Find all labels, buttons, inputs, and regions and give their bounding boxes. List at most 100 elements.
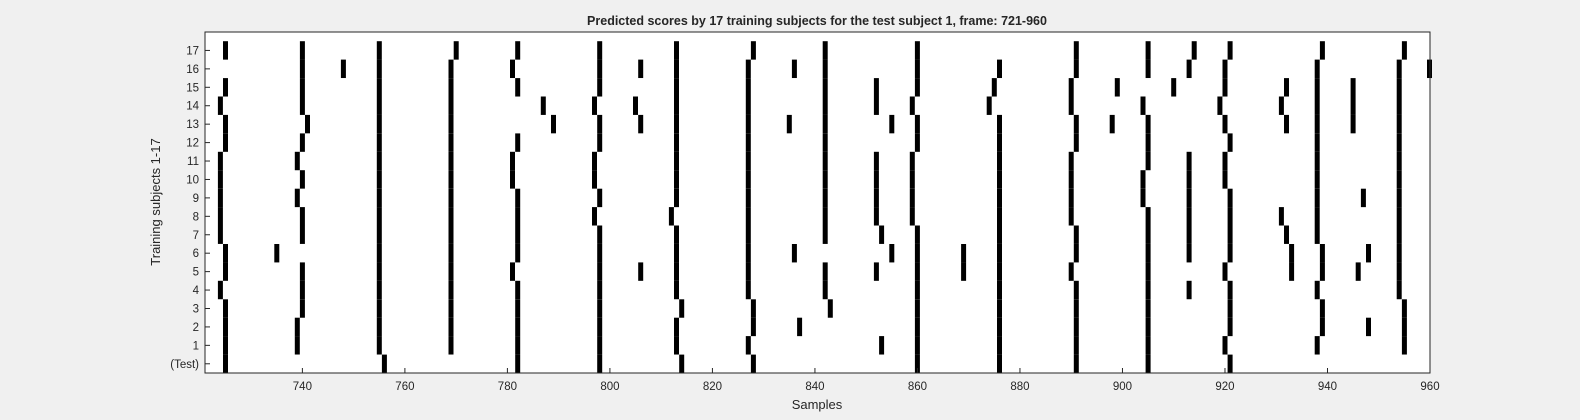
spike-mark — [997, 225, 1002, 244]
spike-mark — [1227, 354, 1233, 374]
spike-mark — [879, 225, 885, 244]
spike-mark — [510, 170, 515, 189]
spike-mark — [997, 299, 1002, 318]
spike-mark — [1227, 207, 1233, 226]
spike-mark — [376, 78, 382, 97]
spike-mark — [1145, 59, 1151, 79]
spike-mark — [510, 59, 515, 79]
spike-mark — [1396, 59, 1402, 79]
spike-mark — [299, 170, 305, 189]
spike-mark — [997, 280, 1002, 300]
spike-mark — [1186, 280, 1192, 300]
spike-mark — [1114, 78, 1120, 97]
spike-mark — [597, 280, 603, 300]
spike-mark — [1227, 244, 1233, 263]
spike-mark — [745, 170, 751, 189]
spike-mark — [376, 170, 382, 189]
spike-mark — [745, 280, 751, 300]
spike-mark — [986, 96, 992, 115]
spike-mark — [597, 41, 603, 60]
spike-mark — [510, 151, 515, 171]
spike-mark — [674, 78, 679, 97]
spike-mark — [822, 207, 828, 226]
spike-mark — [1396, 207, 1402, 226]
spike-mark — [1314, 78, 1320, 97]
spike-mark — [1145, 41, 1151, 60]
spike-mark — [1314, 96, 1320, 115]
x-tick-label: 900 — [1113, 381, 1132, 393]
spike-mark — [592, 170, 597, 189]
spike-mark — [997, 59, 1002, 79]
spike-mark — [745, 207, 751, 226]
y-axis-label: Training subjects 1-17 — [148, 138, 163, 265]
spike-mark — [515, 299, 521, 318]
spike-mark — [1186, 170, 1192, 189]
spike-mark — [597, 59, 603, 79]
spike-mark — [376, 59, 382, 79]
spike-mark — [822, 41, 828, 60]
y-tick-label: 9 — [193, 193, 199, 205]
spike-mark — [376, 299, 382, 318]
spike-mark — [1227, 41, 1233, 60]
y-tick-label: 11 — [187, 156, 199, 168]
spike-mark — [1314, 207, 1320, 226]
spike-mark — [376, 336, 382, 355]
spike-mark — [592, 207, 597, 226]
spike-mark — [1227, 188, 1233, 208]
spike-mark — [448, 151, 454, 171]
spike-mark — [1319, 262, 1325, 281]
spike-mark — [1186, 244, 1192, 263]
spike-mark — [1068, 262, 1074, 281]
spike-mark — [448, 188, 454, 208]
spike-mark — [1073, 280, 1079, 300]
spike-mark — [223, 133, 228, 152]
spike-mark — [1073, 354, 1079, 374]
spike-mark — [376, 96, 382, 115]
spike-mark — [822, 170, 828, 189]
spike-mark — [914, 244, 920, 263]
spike-mark — [873, 151, 879, 171]
spike-mark — [1396, 133, 1402, 152]
spike-mark — [1068, 96, 1074, 115]
spike-mark — [597, 244, 603, 263]
spike-mark — [745, 96, 751, 115]
spike-mark — [1068, 151, 1074, 171]
spike-mark — [791, 59, 797, 79]
spike-mark — [1186, 225, 1192, 244]
spike-mark — [1145, 317, 1151, 337]
spike-mark — [679, 354, 685, 374]
spike-mark — [294, 336, 300, 355]
spike-mark — [1222, 151, 1228, 171]
spike-mark — [674, 280, 679, 300]
x-tick-label: 740 — [293, 381, 312, 393]
spike-mark — [299, 262, 305, 281]
axes-box — [204, 31, 1431, 374]
y-tick-label: 2 — [193, 322, 199, 334]
y-tick-label: 4 — [193, 285, 200, 297]
spike-mark — [448, 299, 454, 318]
spike-mark — [515, 78, 521, 97]
spike-mark — [1140, 96, 1146, 115]
spike-mark — [914, 59, 920, 79]
spike-mark — [873, 188, 879, 208]
spike-mark — [889, 114, 895, 134]
spike-mark — [909, 96, 915, 115]
spike-mark — [223, 114, 228, 134]
spike-mark — [515, 244, 521, 263]
spike-mark — [1186, 207, 1192, 226]
spike-mark — [1396, 151, 1402, 171]
spike-mark — [515, 354, 521, 374]
spike-mark — [750, 41, 756, 60]
spike-mark — [1227, 317, 1233, 337]
spike-mark — [515, 225, 521, 244]
spike-mark — [515, 280, 521, 300]
spike-mark — [1227, 225, 1233, 244]
spike-mark — [1350, 114, 1356, 134]
spike-mark — [1109, 114, 1115, 134]
spike-mark — [1396, 170, 1402, 189]
spike-mark — [515, 188, 521, 208]
spike-mark — [305, 114, 310, 134]
spike-mark — [1314, 151, 1320, 171]
spike-mark — [1396, 78, 1402, 97]
spike-mark — [1222, 114, 1228, 134]
